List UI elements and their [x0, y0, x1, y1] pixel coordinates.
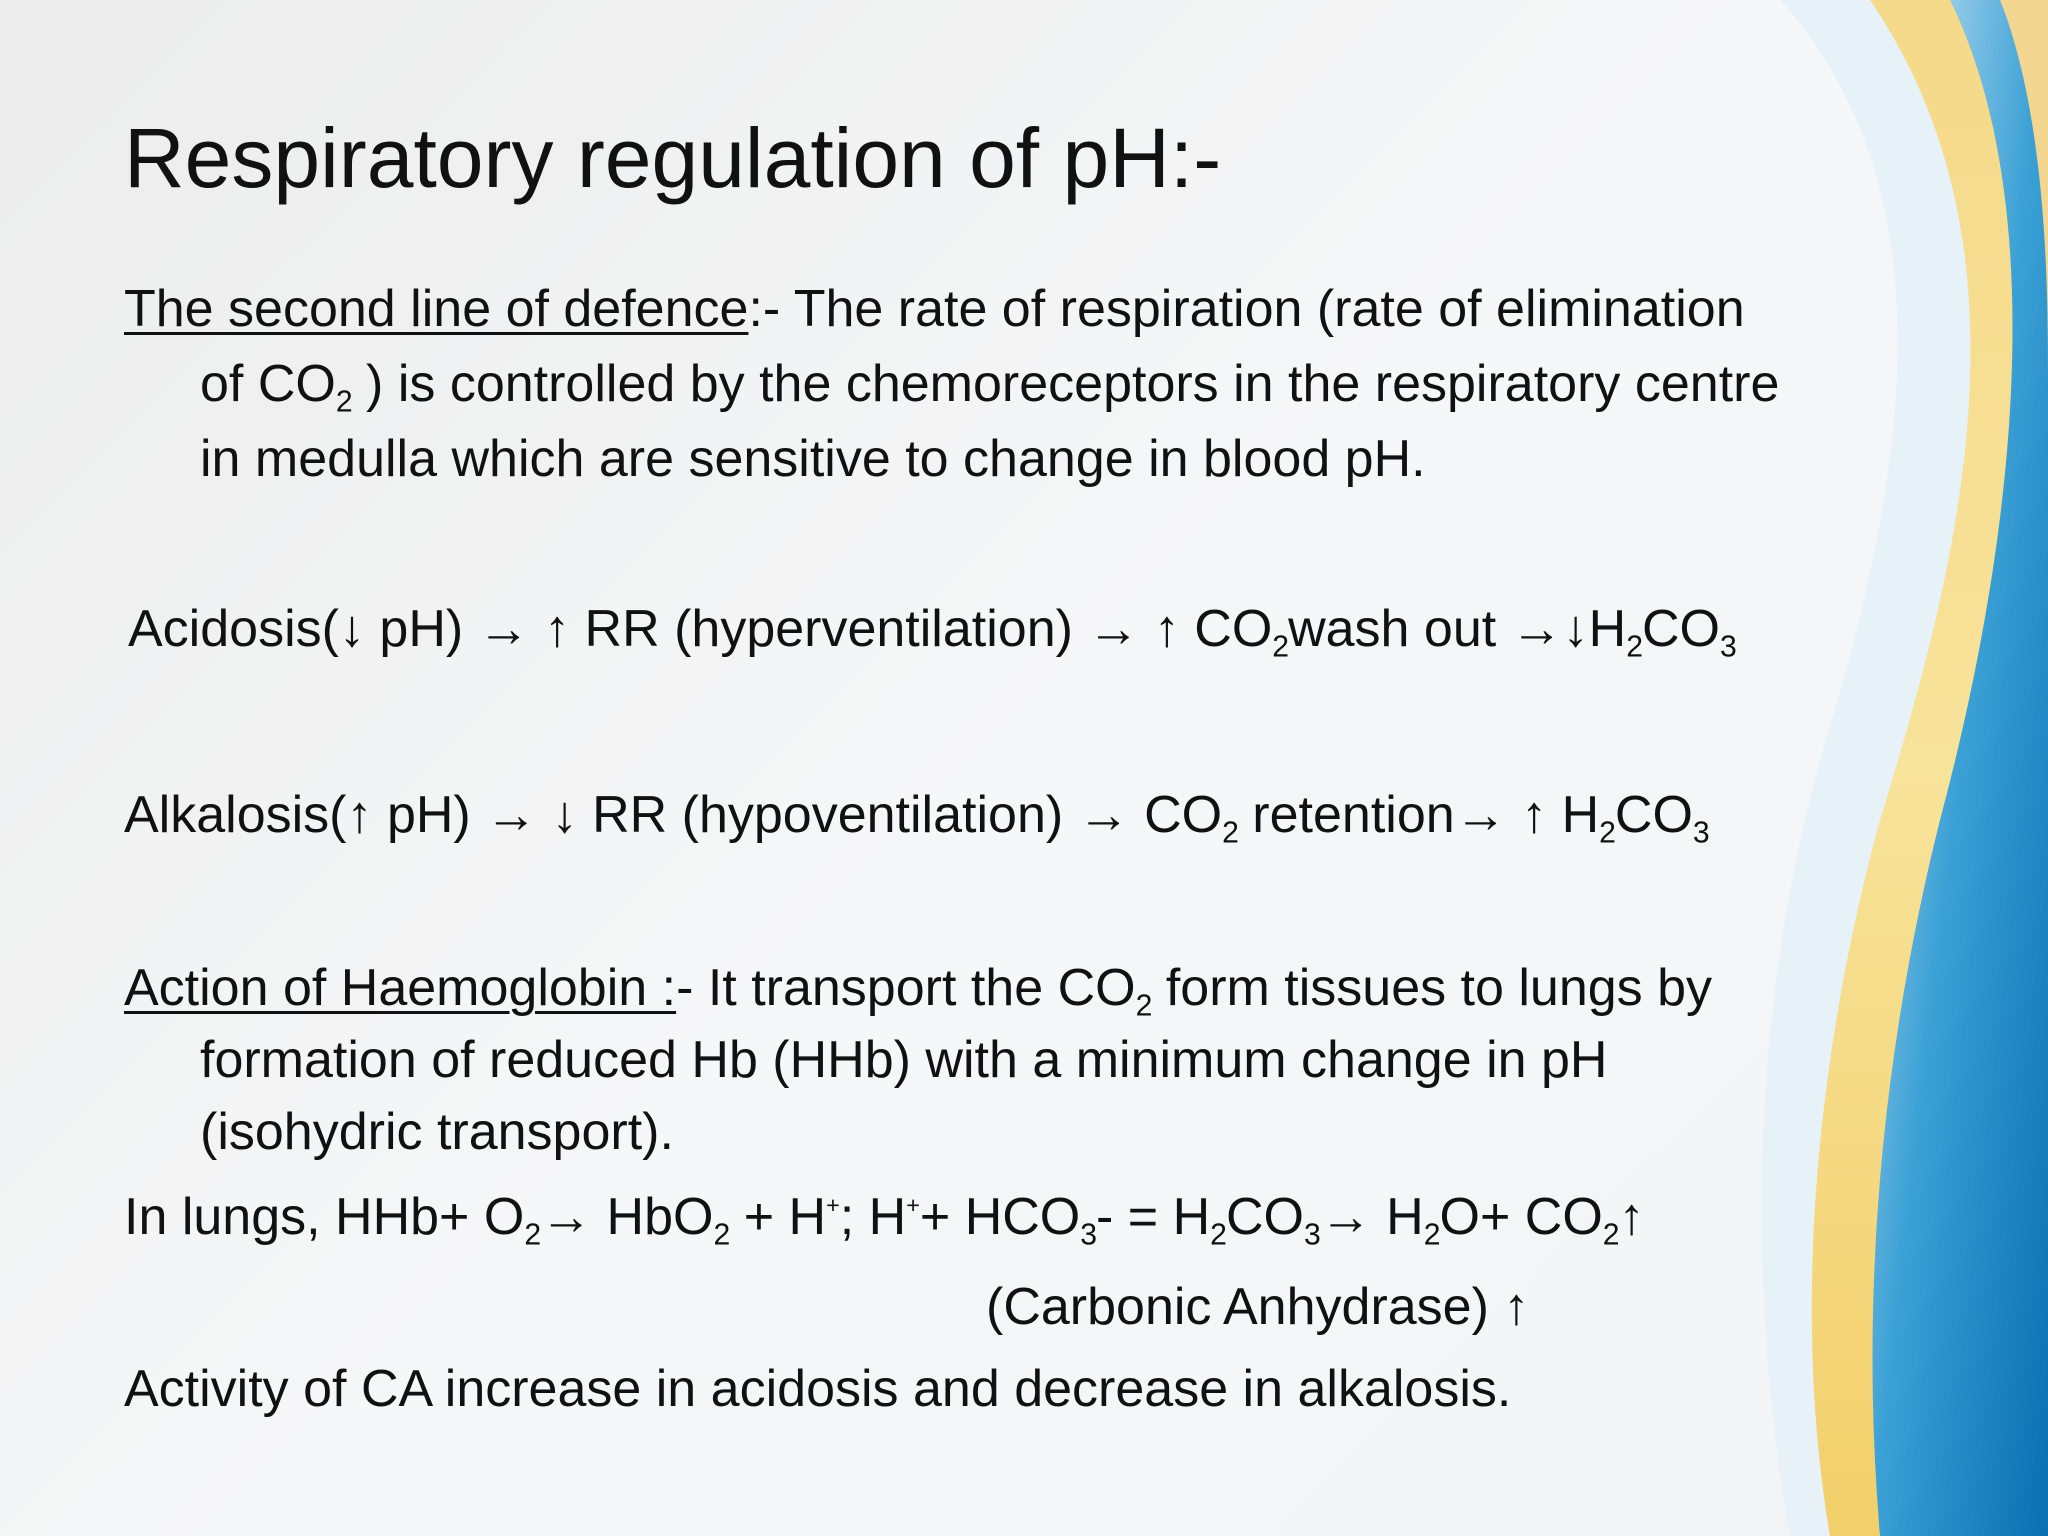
line: formation of reduced Hb (HHb) with a min…	[200, 1031, 1608, 1089]
text: O+ CO	[1439, 1188, 1603, 1246]
subscript: 2	[335, 385, 353, 419]
text: ↑	[1618, 1188, 1645, 1246]
subscript: 2	[1602, 1218, 1620, 1252]
text: CO	[1225, 1188, 1304, 1246]
text: wash out →↓H	[1288, 600, 1627, 658]
subscript: 2	[713, 1218, 730, 1252]
subscript: 3	[1692, 816, 1710, 850]
text: - = H	[1096, 1188, 1211, 1246]
line: (isohydric transport).	[200, 1103, 674, 1161]
subscript: 2	[1210, 1218, 1227, 1252]
paragraph: The second line of defence:- The rate of…	[124, 272, 1779, 497]
subscript: 2	[1599, 816, 1616, 850]
text: - It transport the CO	[676, 959, 1136, 1017]
paragraph: Action of Haemoglobin :- It transport th…	[124, 952, 1712, 1168]
text: ) is controlled by the chemoreceptors in…	[351, 355, 1780, 413]
text: Alkalosis(↑ pH) → ↓ RR (hypoventilation)…	[124, 786, 1223, 844]
superscript: +	[826, 1191, 840, 1218]
line: in medulla which are sensitive to change…	[200, 430, 1426, 488]
text: + H	[729, 1188, 827, 1246]
slide-title: Respiratory regulation of pH:-	[124, 111, 1222, 205]
subscript: 2	[1423, 1218, 1441, 1252]
heading: Action of Haemoglobin :	[124, 959, 677, 1017]
paragraph: Activity of CA increase in acidosis and …	[124, 1360, 1512, 1418]
subscript: 3	[1719, 630, 1737, 664]
subscript: 2	[1626, 630, 1643, 664]
text: + HCO	[919, 1188, 1081, 1246]
text: of CO	[200, 355, 336, 413]
line: of CO2 ) is controlled by the chemorecep…	[124, 347, 1779, 422]
subscript: 3	[1303, 1218, 1321, 1252]
superscript: +	[906, 1191, 920, 1218]
text: CO	[1641, 600, 1720, 658]
text: :- The rate of respiration (rate of elim…	[748, 280, 1745, 338]
subscript: 2	[1272, 630, 1289, 664]
text: ; H	[839, 1188, 907, 1246]
equation: Alkalosis(↑ pH) → ↓ RR (hypoventilation)…	[124, 778, 1710, 853]
text: → HbO	[540, 1188, 714, 1246]
text: In lungs, HHb+ O	[124, 1188, 525, 1246]
text: form tissues to lungs by	[1151, 959, 1713, 1017]
annotation: (Carbonic Anhydrase) ↑	[986, 1278, 1530, 1336]
text: retention→ ↑ H	[1237, 786, 1600, 844]
subscript: 3	[1080, 1218, 1097, 1252]
subscript: 2	[524, 1218, 541, 1252]
subscript: 2	[1135, 989, 1153, 1023]
heading: The second line of defence	[124, 280, 749, 338]
text: CO	[1614, 786, 1693, 844]
equation: Acidosis(↓ pH) → ↑ RR (hyperventilation)…	[128, 592, 1737, 667]
equation: In lungs, HHb+ O2→ HbO2 + H+; H++ HCO3- …	[124, 1180, 1645, 1255]
subscript: 2	[1222, 816, 1239, 850]
text: → H	[1319, 1188, 1424, 1246]
text: Acidosis(↓ pH) → ↑ RR (hyperventilation)…	[128, 600, 1273, 658]
